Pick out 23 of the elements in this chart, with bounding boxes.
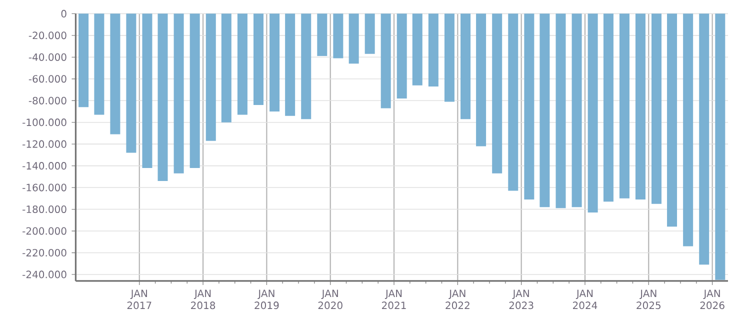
x-tick-label: JAN 2019 xyxy=(254,290,279,310)
y-tick-label: -80.000 xyxy=(28,96,66,104)
x-tick-label: JAN 2026 xyxy=(700,290,724,310)
x-tick-label: JAN 2021 xyxy=(382,290,406,310)
y-tick-label: -220.000 xyxy=(22,248,66,257)
y-tick-label: -160.000 xyxy=(22,184,66,192)
x-tick-label: JAN 2018 xyxy=(191,290,216,310)
y-tick-label: 0 xyxy=(61,10,66,18)
y-tick-label: -200.000 xyxy=(22,227,66,235)
y-tick-label: -60.000 xyxy=(28,75,66,83)
x-tick-label: JAN 2022 xyxy=(446,290,470,310)
y-tick-label: -240.000 xyxy=(22,270,66,278)
x-tick-label: JAN 2023 xyxy=(509,290,534,310)
x-tick-label: JAN 2017 xyxy=(127,290,152,310)
y-tick-label: -120.000 xyxy=(22,140,66,148)
x-tick-label: JAN 2020 xyxy=(318,290,342,310)
y-tick-label: -100.000 xyxy=(22,118,66,126)
y-tick-label: -140.000 xyxy=(22,162,66,170)
x-tick-label: JAN 2024 xyxy=(572,290,598,310)
y-tick-label: -180.000 xyxy=(22,205,66,214)
x-tick-label: JAN 2025 xyxy=(636,290,660,310)
y-tick-label: -20.000 xyxy=(28,32,66,40)
y-tick-label: -40.000 xyxy=(28,53,66,61)
